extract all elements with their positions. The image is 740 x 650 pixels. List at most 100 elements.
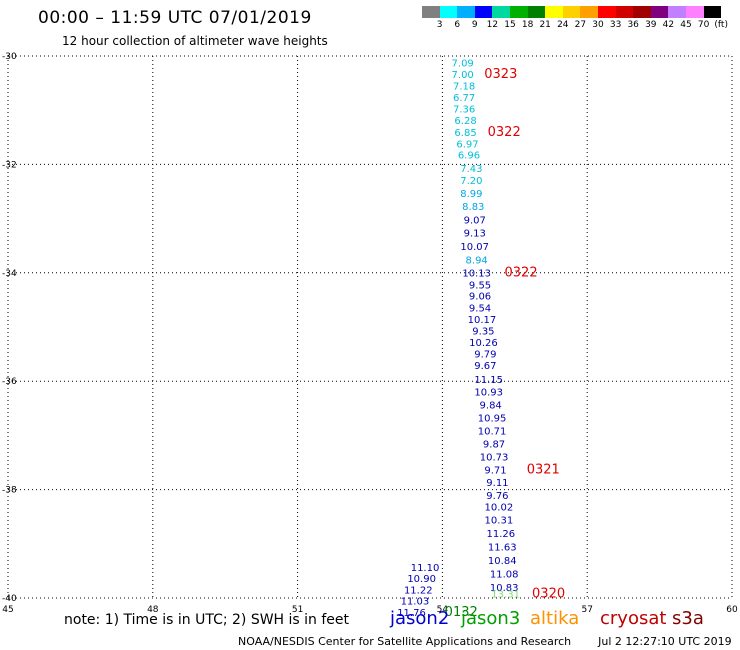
credit-agency: NOAA/NESDIS Center for Satellite Applica… [238,635,572,648]
wave-height-label: 10.26 [469,338,498,349]
color-swatch [668,6,686,18]
satellite-cryosat-label: cryosat [600,608,667,629]
longitude-tick-label: 51 [292,605,303,615]
wave-height-label: 7.09 [452,59,474,70]
color-scale-tick: 12 [486,20,499,30]
wave-height-label: 10.17 [468,315,497,326]
wave-height-label: 11.03 [401,597,430,608]
wave-height-label: 9.71 [484,466,506,477]
color-swatch [580,6,598,18]
color-scale-tick: 33 [609,20,622,30]
pass-time-label: 0322 [488,125,521,140]
wave-height-label: 9.76 [486,491,508,502]
wave-height-label: 9.06 [469,292,491,303]
page-title: 00:00 – 11:59 UTC 07/01/2019 [38,8,312,28]
wave-height-label: 9.67 [474,361,496,372]
color-scale-tick: 9 [471,20,478,30]
wave-height-label: 7.18 [453,81,475,92]
longitude-tick-label: 54 [437,605,449,615]
wave-height-label: 10.13 [462,268,491,279]
wave-height-label: 10.84 [488,556,517,567]
wave-height-label: 9.79 [474,350,496,361]
latitude-tick-label: -32 [2,160,17,170]
latitude-tick-label: -34 [2,269,17,279]
wave-height-label: 6.28 [454,116,476,127]
wave-height-label: 9.35 [472,326,494,337]
wave-height-label: 9.87 [483,440,505,451]
satellite-jason3-label: jason3 [461,608,521,629]
color-scale-tick: 36 [627,20,639,30]
color-swatch [633,6,651,18]
wave-height-label: 6.85 [454,128,476,139]
color-scale-tick: 3 [436,20,443,30]
wave-height-label: 10.71 [478,427,507,438]
color-scale-tick: 24 [557,20,569,30]
timestamp-text: Jul 2 12:27:10 UTC 2019 [598,635,732,648]
color-swatch [598,6,616,18]
wave-height-label: 9.13 [464,229,486,240]
wave-height-label: 6.96 [458,151,480,162]
wave-height-label: 11.22 [404,585,433,596]
wave-height-label: 8.83 [462,202,484,213]
wave-height-label: 9.54 [469,303,491,314]
credit-text: NOAA/NESDIS Center for Satellite Applica… [238,635,732,648]
color-scale-tick: (ft) [714,20,728,30]
color-scale-tick: 45 [680,20,692,30]
color-scale-tick: 6 [454,20,461,30]
pass-time-label: 0132 [445,605,478,620]
wave-height-label: 10.95 [478,414,507,425]
wave-height-label: 9.07 [464,216,486,227]
pass-time-label: 0321 [527,463,560,478]
wave-height-label: 10.93 [474,387,503,398]
note-text: note: 1) Time is in UTC; 2) SWH is in fe… [64,612,350,628]
wave-height-label: 7.20 [460,176,482,187]
wave-height-label: 11.10 [411,563,440,574]
wave-height-label: 8.99 [460,189,482,200]
longitude-tick-label: 57 [581,605,592,615]
wave-height-label: 11.63 [488,543,517,554]
wave-height-label: 7.00 [452,70,474,81]
wave-height-label: 11.76 [397,608,426,619]
color-scale-tick: 70 [697,20,710,30]
wave-height-label: 7.43 [460,164,482,175]
color-swatch [492,6,510,18]
latitude-tick-label: -36 [2,377,17,387]
wave-height-label: 8.94 [466,255,488,266]
color-scale-tick: 39 [645,20,657,30]
color-swatch [615,6,634,18]
color-swatch [650,6,669,18]
color-swatch [527,6,546,18]
wave-height-label: 7.36 [453,105,475,116]
color-swatch [562,6,581,18]
latitude-tick-label: -40 [2,594,17,604]
longitude-tick-label: 48 [147,605,159,615]
wave-height-label: 11.08 [490,570,519,581]
wave-height-label: 10.73 [480,453,509,464]
color-swatch [474,6,493,18]
wave-height-label: 6.77 [453,93,475,104]
color-scale-tick: 21 [539,20,551,30]
latitude-tick-label: -30 [2,52,17,62]
color-swatch [422,6,440,18]
page-subtitle: 12 hour collection of altimeter wave hei… [62,34,328,48]
color-scale-tick: 18 [521,20,534,30]
wave-height-label: 9.84 [480,401,502,412]
color-scale-tick: 42 [662,20,675,30]
wave-height-label: 10.02 [485,502,514,513]
longitude-tick-label: 45 [2,605,13,615]
color-scale-tick: 15 [504,20,516,30]
color-scale-tick: 30 [592,20,604,30]
wave-height-label: 9.55 [469,281,491,292]
satellite-s3a-label: s3a [672,608,704,629]
wave-height-label: 10.31 [485,515,514,526]
wave-height-label: 10.90 [407,574,436,585]
color-swatch [686,6,704,18]
satellite-altika-label: altika [530,608,580,629]
latitude-tick-label: -38 [2,486,17,496]
wave-height-label: 13.31 [491,590,520,601]
wave-height-label: 11.15 [474,375,503,386]
wave-height-label: 10.83 [490,583,519,594]
wave-height-label: 9.11 [486,478,508,489]
